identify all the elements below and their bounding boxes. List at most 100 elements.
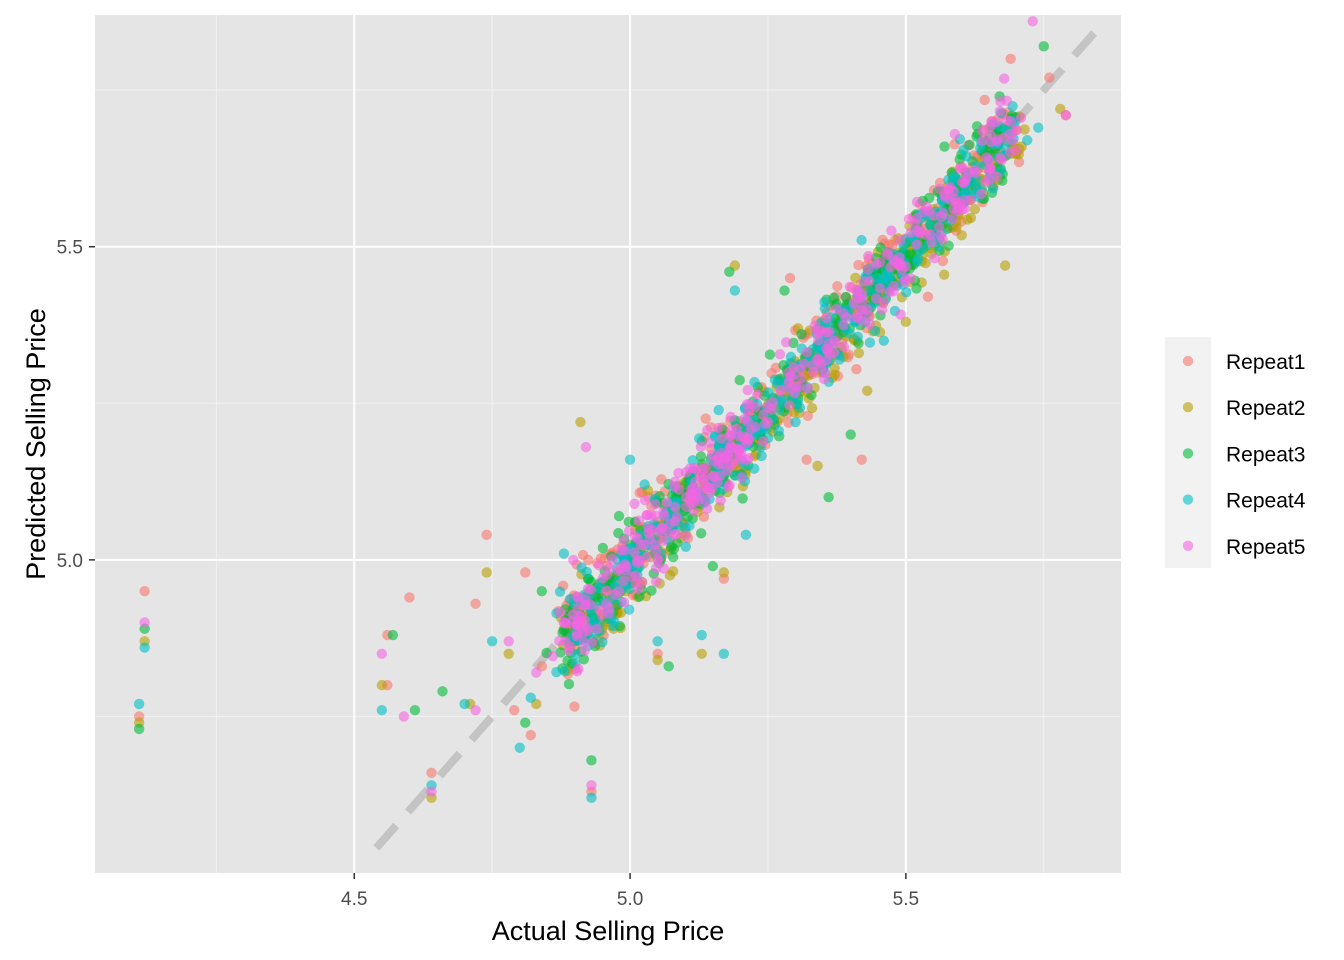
data-point bbox=[911, 212, 923, 224]
data-point bbox=[856, 234, 867, 246]
data-point bbox=[387, 629, 399, 641]
data-point bbox=[569, 701, 580, 712]
data-point bbox=[139, 642, 150, 653]
data-point bbox=[802, 383, 813, 394]
data-point bbox=[695, 441, 707, 453]
data-point bbox=[911, 196, 923, 208]
data-point bbox=[929, 252, 940, 264]
data-point bbox=[863, 250, 874, 262]
data-point bbox=[775, 384, 787, 396]
data-point bbox=[658, 563, 669, 574]
data-point bbox=[551, 666, 562, 678]
data-point bbox=[670, 529, 682, 541]
data-point bbox=[794, 402, 806, 414]
data-point bbox=[687, 455, 698, 466]
data-point bbox=[673, 467, 684, 479]
data-point bbox=[834, 354, 845, 365]
data-point bbox=[650, 563, 662, 574]
data-point bbox=[669, 476, 681, 487]
data-point bbox=[1010, 124, 1022, 136]
data-point bbox=[426, 767, 437, 778]
data-point bbox=[652, 636, 663, 647]
data-point bbox=[618, 597, 630, 608]
data-point bbox=[850, 272, 861, 284]
data-point bbox=[650, 499, 661, 510]
data-point bbox=[629, 547, 640, 558]
data-point bbox=[673, 484, 685, 495]
data-point bbox=[857, 295, 868, 306]
data-point bbox=[999, 73, 1010, 84]
data-point bbox=[603, 608, 615, 619]
data-point bbox=[725, 411, 736, 423]
legend-label-repeat5: Repeat5 bbox=[1226, 536, 1305, 559]
data-point bbox=[1001, 95, 1012, 106]
data-point bbox=[749, 463, 760, 474]
data-point bbox=[823, 492, 834, 503]
data-point bbox=[911, 283, 922, 294]
data-point bbox=[840, 291, 852, 303]
data-point bbox=[838, 308, 849, 319]
data-point bbox=[764, 349, 776, 360]
data-point bbox=[536, 585, 548, 597]
data-point bbox=[481, 567, 492, 578]
y-tick-label: 5.5 bbox=[57, 238, 83, 259]
data-point bbox=[700, 413, 711, 424]
data-point bbox=[695, 451, 707, 462]
data-point bbox=[712, 477, 723, 488]
data-point bbox=[661, 497, 672, 508]
legend-label-repeat4: Repeat4 bbox=[1226, 490, 1306, 513]
data-point bbox=[486, 636, 498, 647]
data-point bbox=[586, 780, 597, 791]
data-point bbox=[724, 430, 735, 442]
data-point bbox=[664, 518, 676, 530]
data-point bbox=[1005, 53, 1016, 65]
data-point bbox=[723, 481, 734, 493]
data-point bbox=[905, 227, 916, 239]
data-point bbox=[680, 541, 692, 552]
data-point bbox=[949, 193, 961, 205]
data-point bbox=[618, 534, 629, 546]
data-point bbox=[741, 437, 753, 449]
data-point bbox=[922, 291, 934, 303]
data-point bbox=[749, 376, 760, 388]
data-point bbox=[741, 399, 753, 410]
data-point bbox=[812, 353, 823, 365]
data-point bbox=[838, 319, 849, 331]
data-point bbox=[895, 260, 906, 271]
data-point bbox=[1004, 147, 1016, 158]
data-point bbox=[991, 171, 1003, 182]
data-point bbox=[912, 256, 923, 267]
data-point bbox=[999, 260, 1011, 271]
data-point bbox=[1044, 72, 1055, 83]
data-point bbox=[878, 335, 890, 346]
data-point bbox=[774, 349, 786, 360]
data-point bbox=[895, 234, 906, 246]
data-point bbox=[995, 152, 1006, 164]
data-point bbox=[503, 648, 514, 660]
data-point bbox=[852, 331, 864, 342]
data-point bbox=[875, 242, 886, 253]
data-point bbox=[981, 152, 992, 163]
data-point bbox=[784, 272, 796, 284]
data-point bbox=[597, 573, 609, 584]
data-point bbox=[651, 576, 662, 587]
data-point bbox=[554, 607, 566, 618]
data-point bbox=[819, 303, 831, 314]
data-point bbox=[652, 654, 663, 666]
data-point bbox=[579, 645, 590, 656]
data-point bbox=[773, 425, 785, 437]
data-point bbox=[763, 387, 774, 398]
data-point bbox=[691, 492, 702, 503]
data-point bbox=[668, 543, 680, 555]
data-point bbox=[719, 453, 730, 465]
data-point bbox=[790, 416, 801, 428]
data-point bbox=[398, 711, 410, 722]
data-point bbox=[376, 648, 388, 660]
data-point bbox=[632, 533, 643, 544]
data-point bbox=[736, 472, 747, 483]
data-point bbox=[691, 464, 702, 475]
data-point bbox=[563, 645, 575, 656]
data-point bbox=[767, 397, 779, 408]
data-point bbox=[886, 225, 897, 236]
